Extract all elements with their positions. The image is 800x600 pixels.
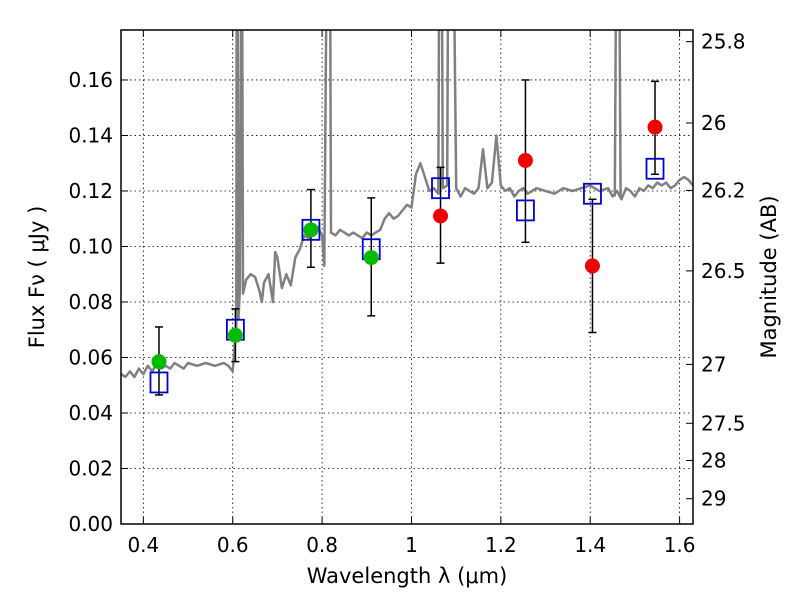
- x-tick-label: 0.6: [217, 533, 249, 557]
- y2-tick-label: 27.5: [701, 411, 746, 435]
- y-tick-label: 0.16: [68, 68, 113, 92]
- y-tick-label: 0.00: [68, 512, 113, 536]
- observed-point: [584, 258, 600, 274]
- y-tick-label: 0.10: [68, 234, 113, 258]
- y2-tick-label: 26.5: [701, 259, 746, 283]
- y-tick-label: 0.04: [68, 401, 113, 425]
- observed-point: [227, 327, 243, 343]
- observed-point: [303, 222, 319, 238]
- observed-point: [433, 208, 449, 224]
- y-tick-label: 0.14: [68, 123, 113, 147]
- y2-axis: 25.8 26 26.2 26.5 27 27.5 28 29: [686, 30, 746, 511]
- x-tick-label: 1: [405, 533, 418, 557]
- observed-point: [151, 354, 167, 370]
- observed-point: [517, 152, 533, 168]
- y-axis-title: Flux Fν ( μJy ): [25, 206, 49, 349]
- spectrum-emission-line: [613, 30, 622, 197]
- y2-tick-label: 28: [701, 448, 726, 472]
- observed-photometry: [151, 119, 663, 370]
- plot-background: [121, 30, 693, 524]
- y-tick-label: 0.06: [68, 345, 113, 369]
- y2-tick-label: 27: [701, 352, 726, 376]
- y2-tick-label: 25.8: [701, 30, 746, 54]
- x-tick-label: 1.2: [485, 533, 517, 557]
- x-tick-label: 0.8: [306, 533, 338, 557]
- observed-point: [647, 119, 663, 135]
- observed-point: [363, 250, 379, 266]
- x-tick-label: 1.6: [664, 533, 696, 557]
- plot-frame: [120, 29, 694, 525]
- model-point: [149, 371, 169, 394]
- y-tick-label: 0.12: [68, 179, 113, 203]
- y2-tick-label: 26: [701, 111, 726, 135]
- y-axis: 0.00 0.02 0.04 0.06 0.08 0.10 0.12 0.14 0.16: [68, 68, 128, 536]
- model-point: [645, 157, 665, 180]
- y2-axis-title: Magnitude (AB): [757, 195, 781, 358]
- spectrum-line: [121, 30, 693, 379]
- y2-tick-label: 29: [701, 487, 726, 511]
- y-tick-label: 0.08: [68, 290, 113, 314]
- x-tick-label: 0.4: [127, 533, 159, 557]
- model-point: [431, 177, 450, 200]
- x-axis-title: Wavelength λ (μm): [307, 564, 508, 588]
- y-tick-label: 0.02: [68, 456, 113, 480]
- model-point: [301, 218, 321, 241]
- model-point: [583, 182, 602, 205]
- x-axis: 0.4 0.6 0.8 1 1.2 1.4 1.6: [127, 30, 696, 557]
- y2-tick-label: 26.2: [701, 178, 746, 202]
- spectrum: [121, 30, 693, 379]
- model-point: [516, 199, 535, 222]
- x-tick-label: 1.4: [574, 533, 606, 557]
